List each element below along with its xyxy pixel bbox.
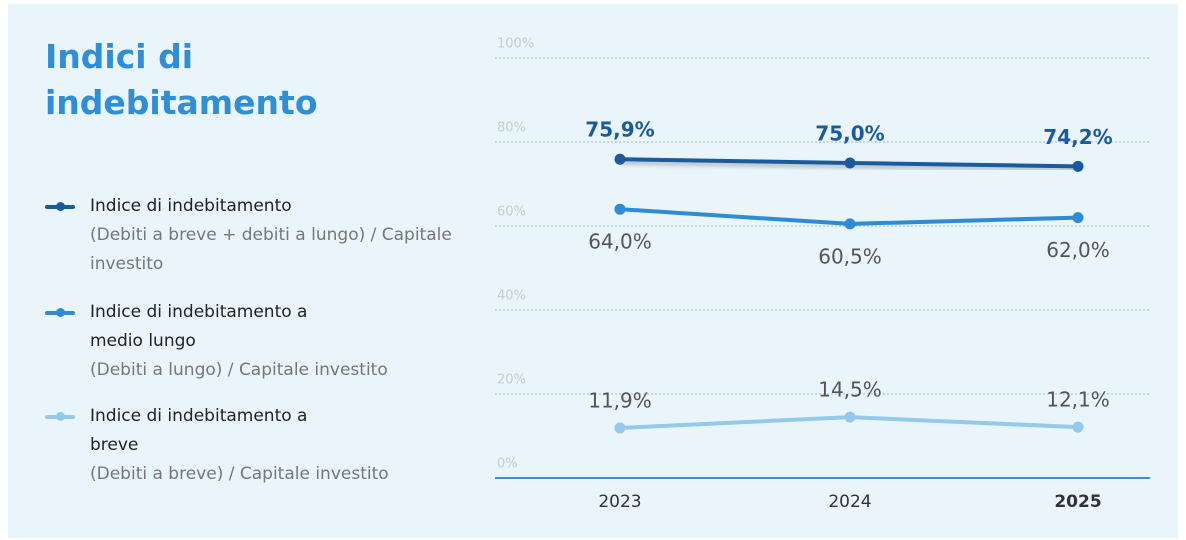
value-label: 60,5% [818,244,882,268]
value-label: 74,2% [1043,125,1112,149]
value-label: 12,1% [1046,388,1110,412]
point [1072,421,1084,433]
point [844,411,856,423]
y-tick-label: 40% [497,289,526,304]
point [614,203,626,215]
chart-title: Indici di indebitamento [45,37,318,122]
y-tick-label: 60% [497,205,526,220]
point [844,157,856,169]
point [614,153,626,165]
y-tick-label: 80% [497,121,526,136]
value-label: 64,0% [588,230,652,254]
legend-item: Indice di indebitamento a breve (Debiti a… [45,402,462,489]
value-label: 75,9% [585,118,654,142]
legend-description: (Debiti a breve + debiti a lungo) / Capi… [90,225,452,274]
panel [8,4,1178,538]
legend-dot [56,308,65,317]
x-tick-label: 2025 [1054,492,1101,512]
value-label: 62,0% [1046,238,1110,262]
x-tick-label: 2023 [598,492,641,512]
legend-name: Indice di indebitamento [90,196,292,216]
value-label: 75,0% [815,122,884,146]
value-label: 11,9% [588,389,652,413]
y-tick-label: 0% [497,457,518,472]
x-tick-label: 2024 [828,492,871,512]
y-tick-label: 100% [497,37,534,52]
y-tick-label: 20% [497,373,526,388]
legend-name: Indice di indebitamento a medio lungo [90,302,308,351]
value-label: 14,5% [818,378,882,402]
point [614,422,626,434]
legend-description: (Debiti a breve) / Capitale investito [90,464,389,484]
point [1072,212,1084,224]
point [1072,160,1084,172]
legend-description: (Debiti a lungo) / Capitale investito [90,360,388,380]
legend-item: Indice di indebitamento (Debiti a breve +… [45,192,462,279]
legend-name: Indice di indebitamento a breve [90,406,308,455]
legend-dot [56,412,65,421]
legend-dot [56,202,65,211]
legend-item: Indice di indebitamento a medio lungo (De… [45,298,462,385]
point [844,218,856,230]
